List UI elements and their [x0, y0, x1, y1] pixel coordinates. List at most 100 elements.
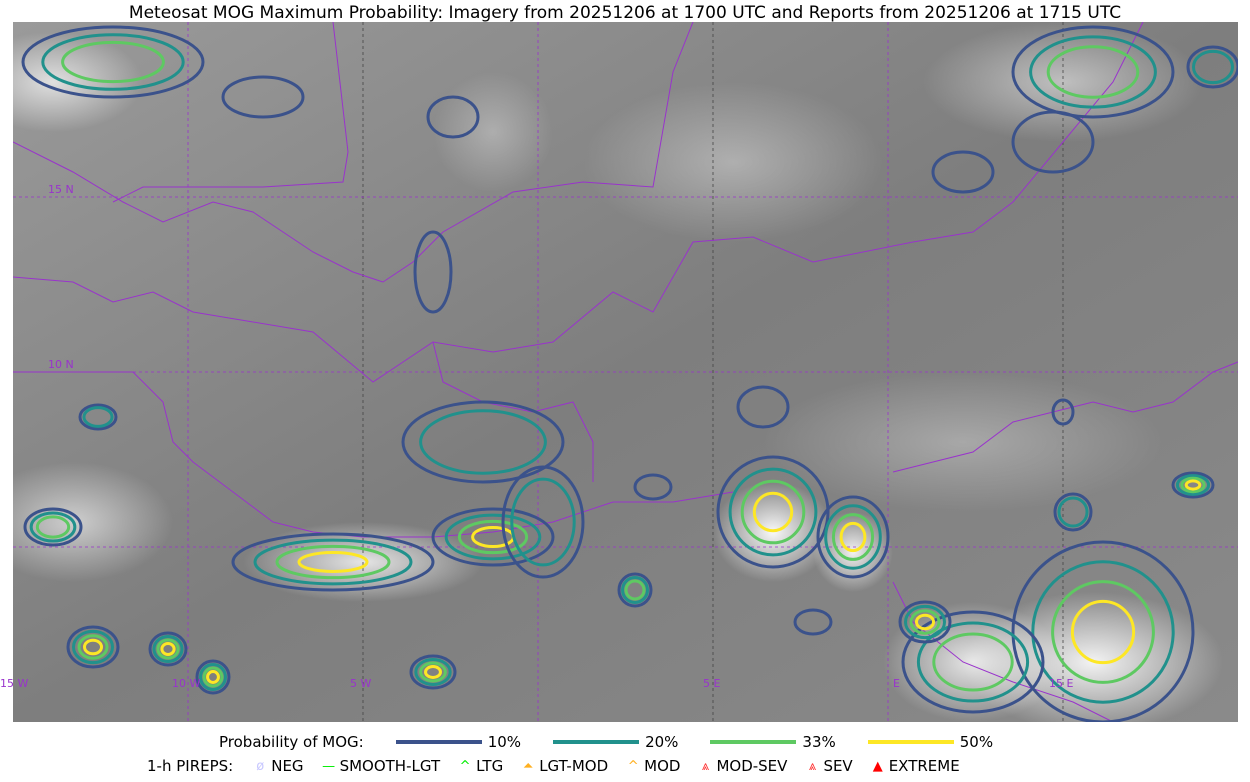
legend-swatch [553, 740, 640, 744]
mog-contour-10pct [793, 608, 833, 636]
mog-contour-20pct [510, 477, 576, 567]
mog-contour-20pct [728, 467, 818, 557]
legend-item-50: 50% [836, 733, 993, 751]
mog-contour-10pct [816, 495, 890, 579]
legend-label: 10% [487, 733, 522, 751]
mog-contour-10pct [23, 507, 83, 547]
mog-contour-33pct [457, 519, 529, 555]
legend-swatch [395, 740, 482, 744]
mog-contour-20pct [916, 621, 1030, 703]
legend-swatch [867, 740, 954, 744]
lon-label: E [893, 677, 900, 690]
mog-contour-20pct [152, 635, 184, 663]
lon-label: 15 W [0, 677, 29, 690]
mog-contour-20pct [904, 604, 946, 640]
legend-item-20: 20% [521, 733, 678, 751]
mog-contour-20pct [414, 658, 452, 686]
mog-contour-50pct [206, 670, 220, 684]
mog-contour-33pct [77, 634, 109, 660]
mog-contour-20pct [82, 406, 114, 428]
mog-contour-20pct [1175, 474, 1211, 496]
mog-contour-10pct [78, 403, 118, 431]
mog-contour-20pct [1192, 49, 1234, 85]
lgt-mod-icon: ⏶ [522, 758, 534, 774]
pirep-item-neg: ø NEG [249, 757, 303, 775]
mod-sev-icon: ⩓ [701, 758, 710, 774]
mog-contour-10pct [617, 572, 653, 608]
mog-contour-10pct [1051, 398, 1075, 426]
mog-contour-10pct [736, 385, 790, 429]
pirep-item-mod: ^ MOD [622, 757, 681, 775]
mog-contour-20pct [621, 576, 649, 604]
lon-label: 10 W [172, 677, 201, 690]
legend-item-33: 33% [678, 733, 836, 751]
mog-contour-10pct [901, 610, 1045, 714]
mog-contour-20pct [199, 663, 227, 691]
mog-contour-10pct [231, 532, 435, 592]
mog-contour-10pct [1011, 25, 1175, 119]
mog-contour-20pct [1031, 560, 1175, 704]
mog-contour-10pct [501, 465, 585, 579]
mog-contour-20pct [824, 504, 882, 570]
ltg-icon: ^ [459, 758, 471, 774]
mog-contour-50pct [752, 491, 794, 533]
mog-contour-10pct [633, 473, 673, 501]
mog-contour-33pct [35, 515, 71, 539]
mog-contour-33pct [831, 513, 875, 561]
mog-contour-50pct [1070, 599, 1136, 665]
mog-contour-33pct [202, 666, 224, 688]
country-border [12, 21, 694, 283]
pireps-legend-title: 1-h PIREPS: [147, 757, 234, 775]
mog-contour-20pct [253, 538, 413, 586]
mog-contour-20pct [444, 513, 542, 561]
pirep-item-mod-sev: ⩓ MOD-SEV [694, 757, 788, 775]
probability-legend-title: Probability of MOG: [219, 733, 364, 751]
mog-contour-20pct [1029, 35, 1157, 109]
mog-contour-33pct [275, 544, 391, 580]
lon-label: 15 E [1049, 677, 1074, 690]
mog-contour-33pct [61, 40, 165, 84]
mog-contour-10pct [1171, 471, 1215, 499]
pirep-label: MOD-SEV [716, 757, 788, 775]
mog-contour-50pct [1184, 479, 1202, 491]
pirep-label: NEG [271, 757, 304, 775]
mod-icon: ^ [627, 758, 639, 774]
mog-contour-50pct [915, 613, 935, 631]
mog-contour-50pct [160, 642, 176, 656]
country-border [112, 21, 349, 203]
legend-label: 33% [802, 733, 836, 751]
mog-contour-33pct [740, 479, 806, 545]
pirep-label: MOD [644, 757, 681, 775]
mog-contour-50pct [83, 638, 103, 656]
country-border [892, 581, 1114, 723]
mog-contour-10pct [898, 600, 952, 644]
mog-contour-33pct [1180, 476, 1206, 494]
mog-contour-10pct [931, 150, 995, 194]
mog-contour-10pct [66, 625, 120, 669]
legend-label: 50% [959, 733, 994, 751]
mog-contour-10pct [148, 631, 188, 667]
mog-contour-50pct [839, 521, 867, 553]
mog-contour-33pct [1046, 45, 1140, 99]
legend-swatch [710, 740, 797, 744]
pirep-item-lgt-mod: ⏶ LGT-MOD [517, 757, 608, 775]
mog-contour-33pct [419, 661, 447, 683]
mog-contour-10pct [431, 507, 555, 567]
pireps-legend: 1-h PIREPS: ø NEG — SMOOTH-LGT ^ LTG ⏶ LGT-MOD ^… [0, 757, 1250, 775]
probability-legend: Probability of MOG: 10% 20% 33% 50% [0, 733, 1250, 751]
mog-contour-10pct [21, 25, 205, 99]
sev-icon: ⩓ [808, 758, 817, 774]
mog-contour-33pct [909, 609, 941, 635]
neg-icon: ø [256, 758, 265, 774]
lat-label: 10 N [48, 358, 74, 371]
mog-contour-20pct [72, 629, 114, 665]
pirep-label: LTG [476, 757, 504, 775]
chart-title: Meteosat MOG Maximum Probability: Imager… [128, 3, 1122, 23]
cloud-patch [583, 82, 883, 242]
mog-contour-33pct [932, 632, 1014, 692]
mog-contour-50pct [297, 550, 369, 574]
mog-contour-10pct [221, 75, 305, 119]
mog-contour-10pct [1053, 492, 1093, 532]
mog-contour-33pct [156, 638, 180, 660]
mog-contour-10pct [1011, 110, 1095, 174]
